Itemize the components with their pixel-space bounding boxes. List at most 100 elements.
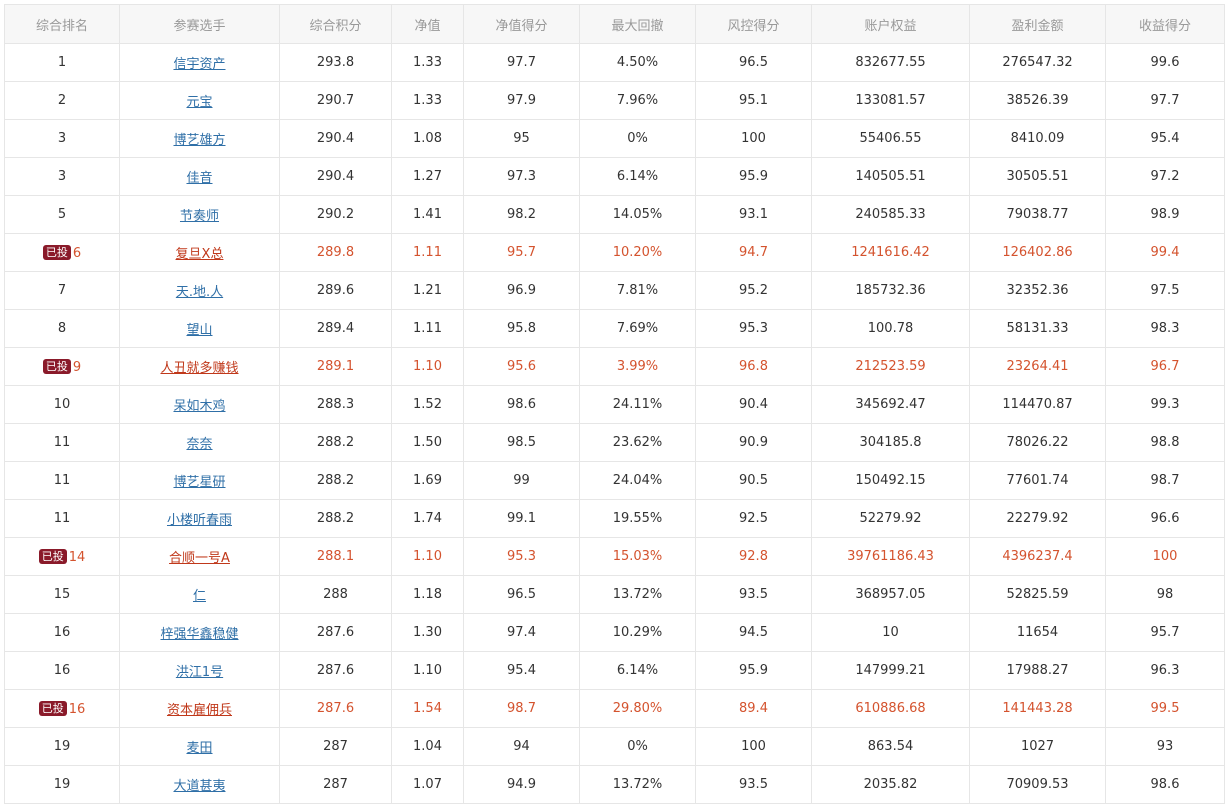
return-score-cell: 97.7	[1105, 81, 1225, 120]
nav-score-cell: 96.5	[463, 575, 580, 614]
col-header-risk-score: 风控得分	[695, 4, 812, 44]
rank-cell: 11	[4, 423, 120, 462]
nav-score-cell: 94.9	[463, 765, 580, 804]
rank-cell: 已投 6	[4, 233, 120, 272]
nav-score-cell: 95.7	[463, 233, 580, 272]
rank-value: 10	[53, 397, 71, 412]
total-score-cell: 289.1	[279, 347, 392, 386]
max-drawdown-cell: 7.96%	[579, 81, 696, 120]
rank-cell: 16	[4, 651, 120, 690]
player-link[interactable]: 信宇资产	[173, 57, 226, 72]
risk-score-cell: 90.5	[695, 461, 812, 500]
table-row: 10 呆如木鸡 288.3 1.52 98.6 24.11% 90.4 345692.47 11…	[4, 385, 1225, 424]
account-equity-cell: 212523.59	[811, 347, 970, 386]
max-drawdown-cell: 6.14%	[579, 651, 696, 690]
player-link[interactable]: 人丑就多赚钱	[160, 361, 239, 376]
total-score-cell: 287.6	[279, 613, 392, 652]
rank-cell: 16	[4, 613, 120, 652]
player-link[interactable]: 合顺一号A	[169, 551, 230, 566]
risk-score-cell: 100	[695, 727, 812, 766]
rank-cell: 8	[4, 309, 120, 348]
return-score-cell: 97.5	[1105, 271, 1225, 310]
table-row: 8 望山 289.4 1.11 95.8 7.69% 95.3 100.78 58131.33 9…	[4, 309, 1225, 348]
profit-cell: 276547.32	[969, 43, 1106, 82]
rank-value: 5	[57, 207, 67, 222]
player-link[interactable]: 梓强华鑫稳健	[160, 627, 239, 642]
player-cell: 复旦X总	[119, 233, 280, 272]
player-link[interactable]: 大道甚夷	[173, 779, 226, 794]
col-header-player: 参赛选手	[119, 4, 280, 44]
player-link[interactable]: 复旦X总	[175, 247, 224, 262]
player-link[interactable]: 博艺雄方	[173, 133, 226, 148]
profit-cell: 79038.77	[969, 195, 1106, 234]
rank-value: 19	[53, 739, 71, 754]
nav-cell: 1.33	[391, 43, 464, 82]
nav-score-cell: 98.7	[463, 689, 580, 728]
col-header-profit: 盈利金额	[969, 4, 1106, 44]
return-score-cell: 99.3	[1105, 385, 1225, 424]
risk-score-cell: 96.8	[695, 347, 812, 386]
nav-score-cell: 95.3	[463, 537, 580, 576]
max-drawdown-cell: 24.11%	[579, 385, 696, 424]
col-header-return-score: 收益得分	[1105, 4, 1225, 44]
nav-cell: 1.33	[391, 81, 464, 120]
nav-score-cell: 98.5	[463, 423, 580, 462]
total-score-cell: 288.1	[279, 537, 392, 576]
player-link[interactable]: 奈奈	[186, 437, 213, 452]
account-equity-cell: 52279.92	[811, 499, 970, 538]
player-cell: 望山	[119, 309, 280, 348]
player-cell: 元宝	[119, 81, 280, 120]
max-drawdown-cell: 10.29%	[579, 613, 696, 652]
nav-cell: 1.30	[391, 613, 464, 652]
ranking-table-container: 综合排名 参赛选手 综合积分 净值 净值得分 最大回撤 风控得分 账户权益 盈利…	[4, 4, 1225, 804]
player-link[interactable]: 博艺星研	[173, 475, 226, 490]
player-cell: 人丑就多赚钱	[119, 347, 280, 386]
risk-score-cell: 95.9	[695, 651, 812, 690]
col-header-account-equity: 账户权益	[811, 4, 970, 44]
return-score-cell: 96.3	[1105, 651, 1225, 690]
total-score-cell: 287	[279, 727, 392, 766]
rank-cell: 19	[4, 727, 120, 766]
risk-score-cell: 93.5	[695, 765, 812, 804]
risk-score-cell: 95.3	[695, 309, 812, 348]
player-link[interactable]: 资本雇佣兵	[166, 703, 232, 718]
player-link[interactable]: 麦田	[186, 741, 213, 756]
player-link[interactable]: 天.地.人	[175, 285, 224, 300]
player-cell: 佳音	[119, 157, 280, 196]
nav-cell: 1.21	[391, 271, 464, 310]
risk-score-cell: 92.5	[695, 499, 812, 538]
player-cell: 天.地.人	[119, 271, 280, 310]
rank-cell: 已投 16	[4, 689, 120, 728]
max-drawdown-cell: 15.03%	[579, 537, 696, 576]
player-link[interactable]: 望山	[186, 323, 213, 338]
profit-cell: 23264.41	[969, 347, 1106, 386]
return-score-cell: 98	[1105, 575, 1225, 614]
total-score-cell: 288.2	[279, 423, 392, 462]
return-score-cell: 98.6	[1105, 765, 1225, 804]
profit-cell: 11654	[969, 613, 1106, 652]
nav-cell: 1.04	[391, 727, 464, 766]
rank-value: 15	[53, 587, 71, 602]
account-equity-cell: 133081.57	[811, 81, 970, 120]
total-score-cell: 288	[279, 575, 392, 614]
rank-cell: 19	[4, 765, 120, 804]
table-row: 15 仁 288 1.18 96.5 13.72% 93.5 368957.05 52825.5…	[4, 575, 1225, 614]
rank-value: 16	[68, 701, 86, 717]
table-row: 19 麦田 287 1.04 94 0% 100 863.54 1027 93	[4, 727, 1225, 766]
max-drawdown-cell: 13.72%	[579, 765, 696, 804]
player-link[interactable]: 仁	[192, 589, 206, 604]
player-link[interactable]: 元宝	[186, 95, 213, 110]
player-link[interactable]: 小楼听春雨	[166, 513, 232, 528]
max-drawdown-cell: 7.69%	[579, 309, 696, 348]
col-header-nav: 净值	[391, 4, 464, 44]
invested-badge: 已投	[42, 358, 71, 374]
invested-badge: 已投	[38, 700, 67, 716]
return-score-cell: 98.9	[1105, 195, 1225, 234]
player-link[interactable]: 洪江1号	[175, 665, 224, 680]
player-link[interactable]: 佳音	[186, 171, 213, 186]
risk-score-cell: 90.4	[695, 385, 812, 424]
return-score-cell: 96.6	[1105, 499, 1225, 538]
player-link[interactable]: 节奏师	[179, 209, 219, 224]
player-link[interactable]: 呆如木鸡	[173, 399, 226, 414]
player-cell: 呆如木鸡	[119, 385, 280, 424]
